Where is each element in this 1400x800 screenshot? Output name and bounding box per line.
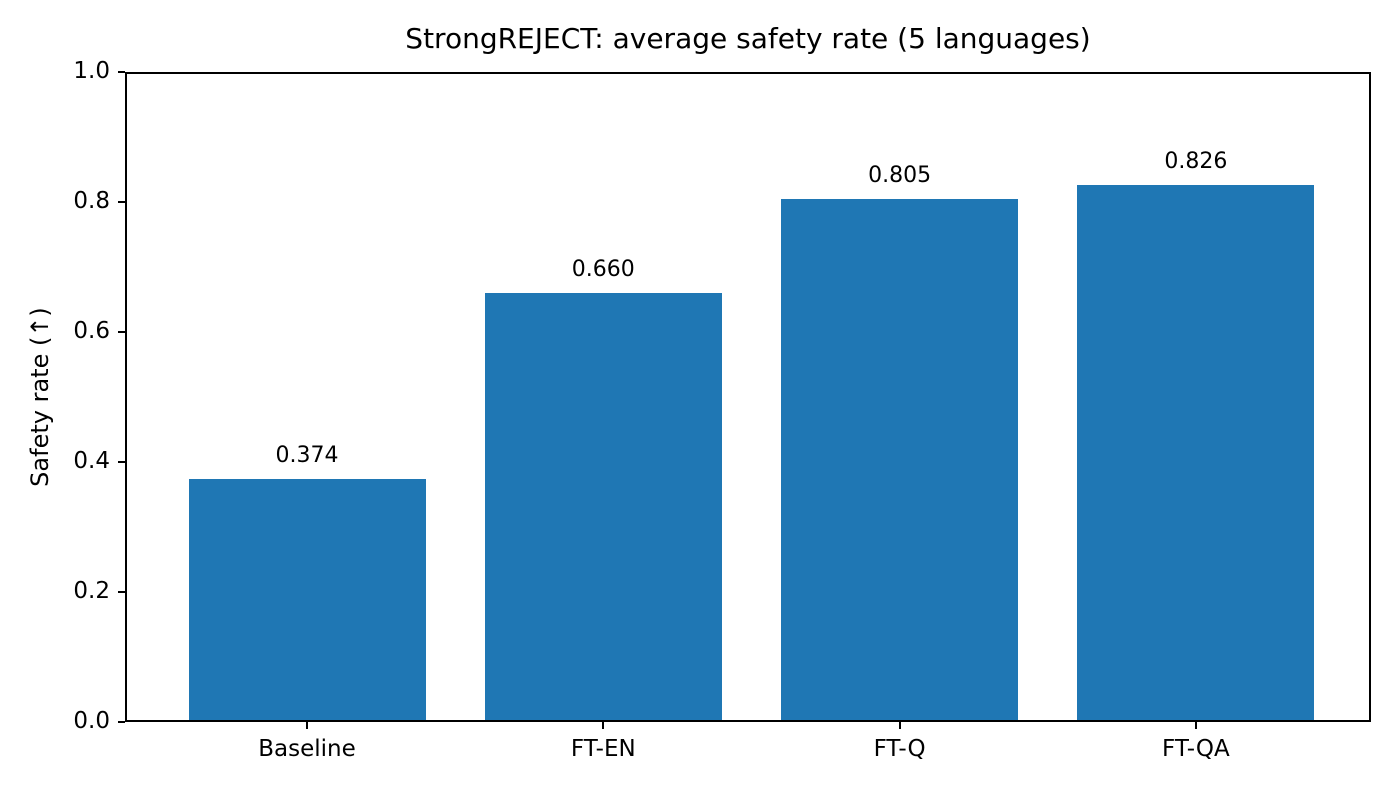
x-tick-label: FT-EN xyxy=(570,736,636,762)
bar-ft-qa xyxy=(1077,185,1315,722)
y-tick-label: 0.6 xyxy=(73,318,110,344)
bar-value-label: 0.826 xyxy=(1164,149,1228,175)
bar-value-label: 0.805 xyxy=(868,162,932,188)
y-tick-mark xyxy=(118,201,125,203)
x-tick-mark xyxy=(306,722,308,729)
y-tick-label: 0.4 xyxy=(73,448,110,474)
bar-value-label: 0.660 xyxy=(571,257,635,282)
y-tick-mark xyxy=(118,591,125,593)
y-tick-label: 1.0 xyxy=(73,58,110,84)
y-tick-mark xyxy=(118,721,125,723)
y-tick-mark xyxy=(118,71,125,73)
y-tick-label: 0.0 xyxy=(73,708,110,734)
x-tick-label: FT-QA xyxy=(1162,736,1230,762)
chart-title: StrongREJECT: average safety rate (5 lan… xyxy=(405,22,1091,55)
y-tick-mark xyxy=(118,461,125,463)
y-tick-label: 0.2 xyxy=(73,578,110,604)
x-tick-mark xyxy=(1194,722,1197,729)
bar-ft-q xyxy=(781,198,1019,722)
bar-value-label: 0.374 xyxy=(275,442,339,468)
x-tick-mark xyxy=(898,722,901,729)
x-tick-label: FT-Q xyxy=(873,736,926,762)
x-tick-mark xyxy=(602,722,605,729)
y-tick-mark xyxy=(118,331,125,333)
x-tick-label: Baseline xyxy=(258,736,356,762)
bar-baseline xyxy=(188,478,426,722)
y-tick-label: 0.8 xyxy=(73,188,110,214)
bar-ft-en xyxy=(484,293,722,722)
